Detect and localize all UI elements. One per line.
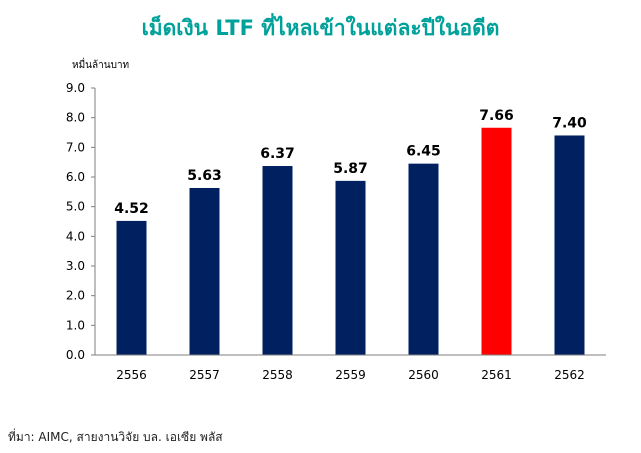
source-note: ที่มา: AIMC, สายงานวิจัย บล. เอเซีย พลัส <box>8 430 223 444</box>
x-tick-label-2561: 2561 <box>481 368 512 382</box>
y-axis-unit-label: หมื่นล้านบาท <box>72 60 130 71</box>
x-axis: 2556 2557 2558 2559 2560 2561 2562 <box>95 354 606 382</box>
y-tick-label: 2.0 <box>66 289 85 303</box>
bar-2556 <box>116 220 147 355</box>
value-label-2562: 7.40 <box>552 115 587 131</box>
x-tick-label-2556: 2556 <box>116 368 147 382</box>
x-tick-label-2557: 2557 <box>189 368 220 382</box>
y-tick-label: 7.0 <box>66 140 85 154</box>
bar-chart: 0.0 1.0 2.0 3.0 4.0 5.0 6.0 7.0 8.0 9.0 4.52 5.63 6… <box>66 81 606 382</box>
bar-2561 <box>481 127 512 356</box>
value-label-2558: 6.37 <box>260 146 295 162</box>
bar-2560 <box>408 163 439 355</box>
x-tick-label-2560: 2560 <box>408 368 439 382</box>
y-tick-label: 3.0 <box>66 259 85 273</box>
bar-2558 <box>262 166 293 355</box>
bar-2559 <box>335 180 366 355</box>
y-tick-label: 5.0 <box>66 200 85 214</box>
x-tick-label-2562: 2562 <box>554 368 585 382</box>
value-label-2556: 4.52 <box>114 201 149 217</box>
y-tick-label: 8.0 <box>66 111 85 125</box>
value-label-2561: 7.66 <box>479 108 514 124</box>
value-label-2559: 5.87 <box>333 161 368 177</box>
x-tick-label-2559: 2559 <box>335 368 366 382</box>
y-axis: 0.0 1.0 2.0 3.0 4.0 5.0 6.0 7.0 8.0 9.0 <box>66 81 96 362</box>
y-tick-label: 6.0 <box>66 170 85 184</box>
bars <box>116 127 585 356</box>
value-label-2557: 5.63 <box>187 168 222 184</box>
y-tick-label: 0.0 <box>66 348 85 362</box>
bar-2562 <box>554 135 585 355</box>
value-labels: 4.52 5.63 6.37 5.87 6.45 7.66 7.40 <box>114 108 587 217</box>
y-tick-label: 9.0 <box>66 81 85 95</box>
chart-title: เม็ดเงิน LTF ที่ไหลเข้าในแต่ละปีในอดีต <box>141 16 500 40</box>
value-label-2560: 6.45 <box>406 144 441 160</box>
y-tick-label: 1.0 <box>66 318 85 332</box>
x-tick-label-2558: 2558 <box>262 368 293 382</box>
bar-2557 <box>189 187 220 355</box>
y-tick-label: 4.0 <box>66 229 85 243</box>
